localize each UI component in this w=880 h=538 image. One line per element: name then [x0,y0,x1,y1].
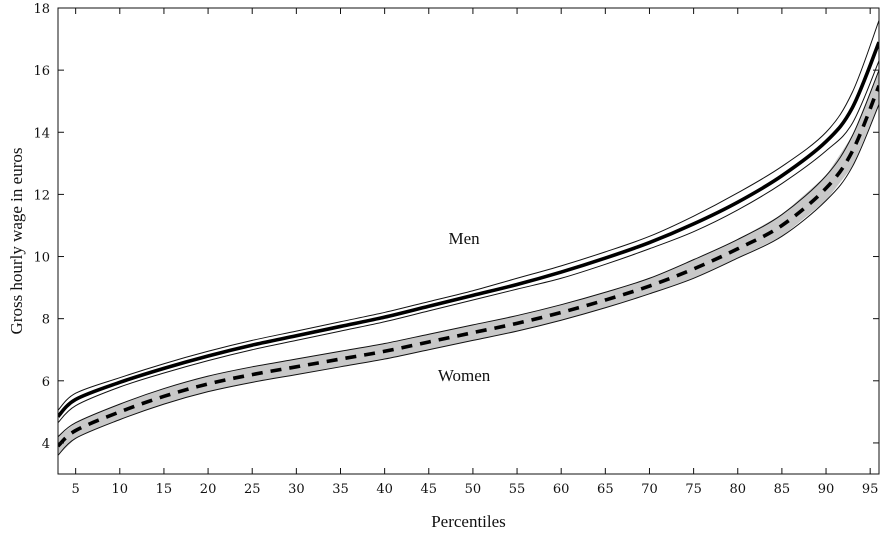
men-series-line [58,41,879,418]
y-tick-label: 4 [42,437,50,452]
y-tick-label: 16 [33,64,50,79]
x-tick-label: 5 [72,482,80,497]
women-band-lower-edge [58,104,879,456]
x-tick-label: 95 [862,482,879,497]
men-band-upper-edge [58,20,879,411]
y-tick-label: 12 [33,188,50,203]
plot-frame [57,7,880,475]
x-tick-label: 40 [376,482,393,497]
y-tick-label: 14 [33,126,50,141]
women-band-upper-edge [58,69,879,438]
series-lines [58,20,879,456]
x-tick-label: 30 [288,482,305,497]
x-tick-label: 35 [332,482,349,497]
x-tick-label: 60 [553,482,570,497]
x-tick-label: 85 [774,482,791,497]
x-tick-label: 15 [156,482,173,497]
x-tick-label: 90 [818,482,835,497]
x-tick-label: 45 [421,482,438,497]
annotation-men: Men [449,229,481,248]
x-tick-label: 25 [244,482,261,497]
x-tick-label: 50 [465,482,482,497]
y-tick-label: 6 [42,375,50,390]
axes [57,7,880,475]
y-tick-label: 8 [42,313,50,328]
women-confidence-band [58,70,879,456]
x-axis-label: Percentiles [431,512,506,531]
x-tick-label: 55 [509,482,526,497]
chart-texts: 5 10 15 20 25 30 35 40 45 50 55 60 65 70 75 80 85 90 95 4 6 8… [7,2,878,531]
x-tick-label: 10 [112,482,129,497]
x-tick-label: 70 [641,482,658,497]
x-tick-label: 65 [597,482,614,497]
men-band-lower-edge [58,60,879,424]
x-tick-label: 80 [729,482,746,497]
y-tick-label: 18 [33,2,50,17]
annotation-women: Women [438,366,491,385]
y-axis-label: Gross hourly wage in euros [7,148,26,335]
y-tick-label: 10 [33,251,50,266]
women-series-line [58,84,879,448]
confidence-bands [58,20,879,456]
x-tick-label: 20 [200,482,217,497]
x-tick-label: 75 [685,482,702,497]
